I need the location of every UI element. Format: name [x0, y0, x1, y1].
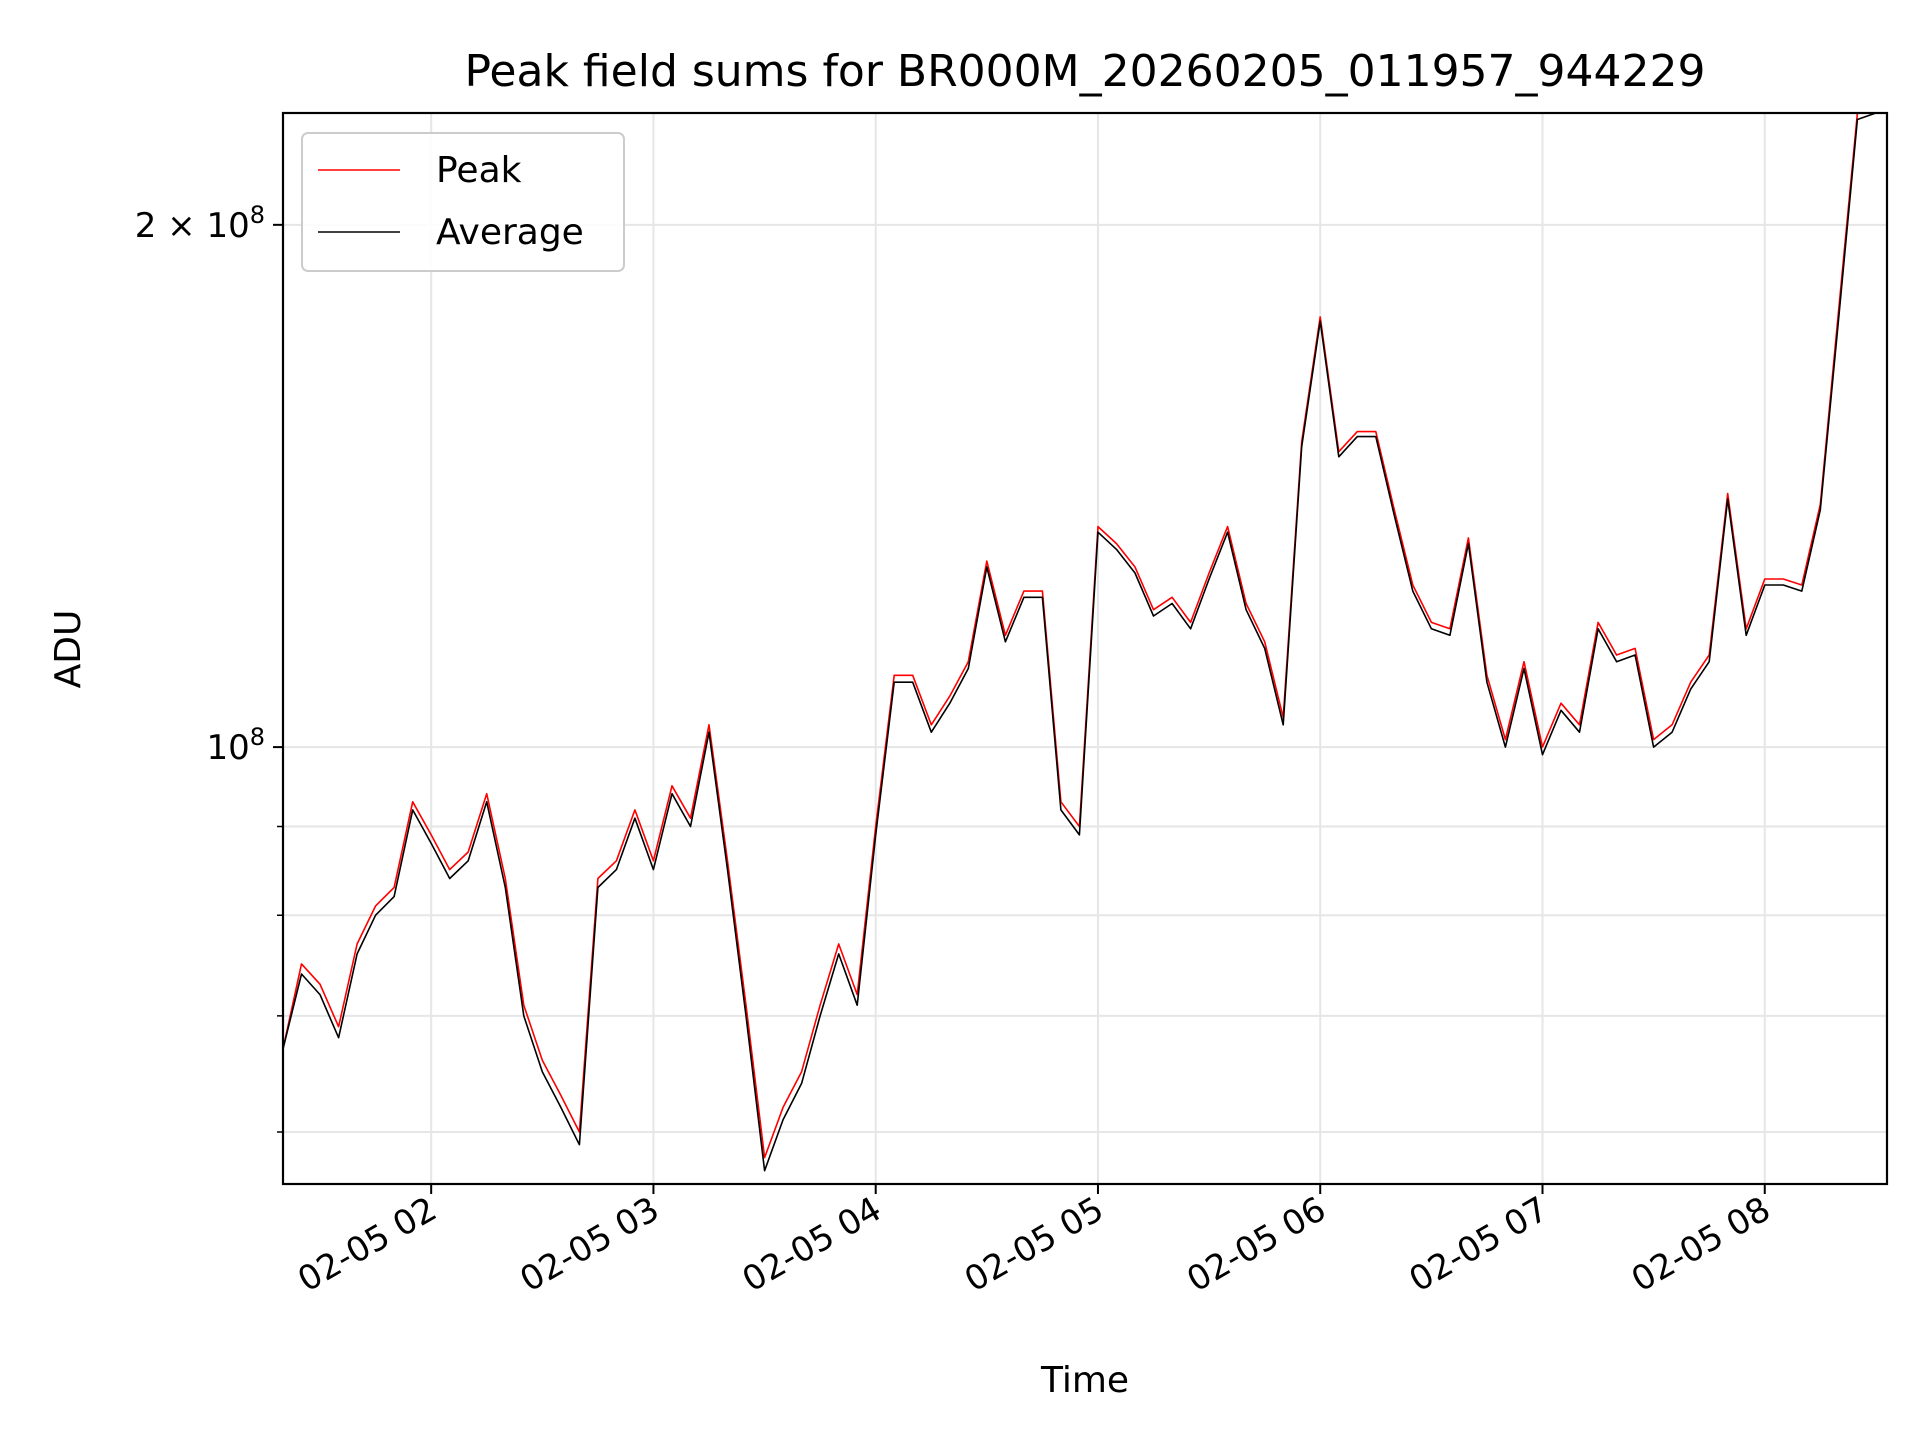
legend-label-peak: Peak: [436, 150, 522, 191]
series-line-average: [282, 112, 1887, 1172]
y-tick-label: 2 × 108: [135, 201, 265, 246]
grid: [283, 113, 1887, 1184]
plot-frame: [281, 111, 1889, 1186]
legend-box: [301, 132, 625, 272]
chart-title: Peak field sums for BR000M_20260205_0119…: [464, 46, 1705, 97]
y-axis-ticks: 108 2 × 108: [135, 201, 283, 768]
x-axis-label: Time: [1040, 1360, 1129, 1401]
legend-label-average: Average: [436, 212, 584, 253]
legend: Peak Average: [301, 132, 625, 272]
y-tick-label: 108: [206, 723, 265, 768]
y-axis-label: ADU: [48, 610, 89, 689]
series-layer: [282, 112, 1887, 1172]
